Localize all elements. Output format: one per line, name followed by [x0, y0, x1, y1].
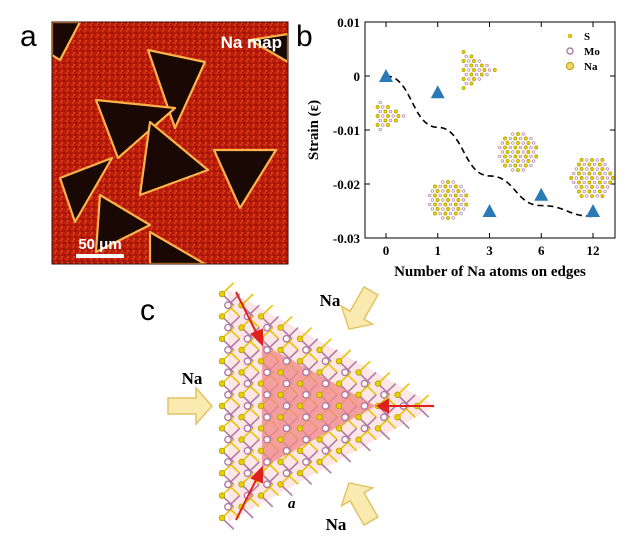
legend-molybdenum-icon: [566, 47, 574, 55]
x-tick-label: 1: [435, 243, 442, 258]
y-axis-label: Strain (ε): [306, 100, 322, 160]
panel-letter-a: a: [20, 20, 37, 53]
molecule-inset-1: [461, 50, 497, 90]
legend-label-s: S: [584, 31, 590, 43]
flake-1: [52, 22, 82, 62]
x-axis-label: Number of Na atoms on edges: [394, 264, 586, 280]
flake-9: [248, 32, 288, 64]
strain-chart: 0.01 0 -0.01 -0.02 -0.03 0 1 3 6 12 Strain (ε) N…: [306, 15, 616, 280]
na-arrow-bottom: [340, 482, 379, 527]
flake-2: [146, 48, 207, 130]
y-tick-label: 0.01: [337, 15, 360, 30]
edge-strain-arrows: [235, 291, 434, 521]
molecule-inset-5: [569, 158, 615, 198]
na-label-left: Na: [182, 369, 203, 388]
x-tick-label: 12: [587, 243, 600, 258]
red-arrow-top: [235, 291, 259, 337]
legend-label-na: Na: [584, 61, 598, 73]
na-map-label: Na map: [221, 33, 282, 52]
na-arrow-top: [340, 285, 379, 330]
na-arrow-left: [167, 386, 214, 426]
panel-letter-c: c: [140, 294, 155, 327]
data-point-0: [379, 69, 393, 82]
na-label-bottom: Na: [326, 515, 347, 534]
flake-8: [148, 230, 207, 264]
molecule-inset-4: [428, 180, 469, 220]
red-arrow-bottom: [235, 475, 259, 521]
molecule-inset-3: [498, 132, 539, 172]
panel-letter-b: b: [296, 20, 313, 53]
data-point-12: [586, 204, 600, 217]
data-point-1: [430, 85, 445, 99]
data-point-6: [534, 187, 549, 201]
y-tick-label: -0.02: [333, 177, 360, 192]
y-tick-label: -0.01: [333, 123, 360, 138]
flake-5: [212, 148, 278, 210]
x-tick-label: 3: [486, 243, 493, 258]
data-point-3: [482, 204, 497, 217]
flake-6: [58, 156, 114, 224]
flake-4: [138, 120, 210, 197]
y-tick-label: -0.03: [333, 231, 361, 246]
legend-sodium-icon: [566, 62, 574, 70]
legend-label-mo: Mo: [584, 46, 600, 58]
molecule-inset-2: [375, 100, 406, 132]
x-tick-label: 0: [383, 243, 390, 258]
trend-line: [385, 75, 594, 218]
na-pressure-arrows: [167, 285, 379, 527]
flake-7: [94, 193, 152, 254]
na-label-top: Na: [320, 291, 341, 310]
x-tick-label: 6: [538, 243, 545, 258]
y-tick-label: 0: [354, 69, 361, 84]
legend-sulfur-icon: [567, 33, 573, 39]
strained-core-triangle: [262, 344, 376, 468]
legend: S Mo Na: [566, 31, 600, 73]
na-map-image: [52, 22, 288, 264]
mos2-lattice-diagram: Na Na Na a: [167, 282, 436, 534]
scale-bar-label: 50 μm: [78, 236, 121, 253]
lattice-constant-label: a: [288, 496, 296, 512]
flake-3: [94, 98, 177, 160]
